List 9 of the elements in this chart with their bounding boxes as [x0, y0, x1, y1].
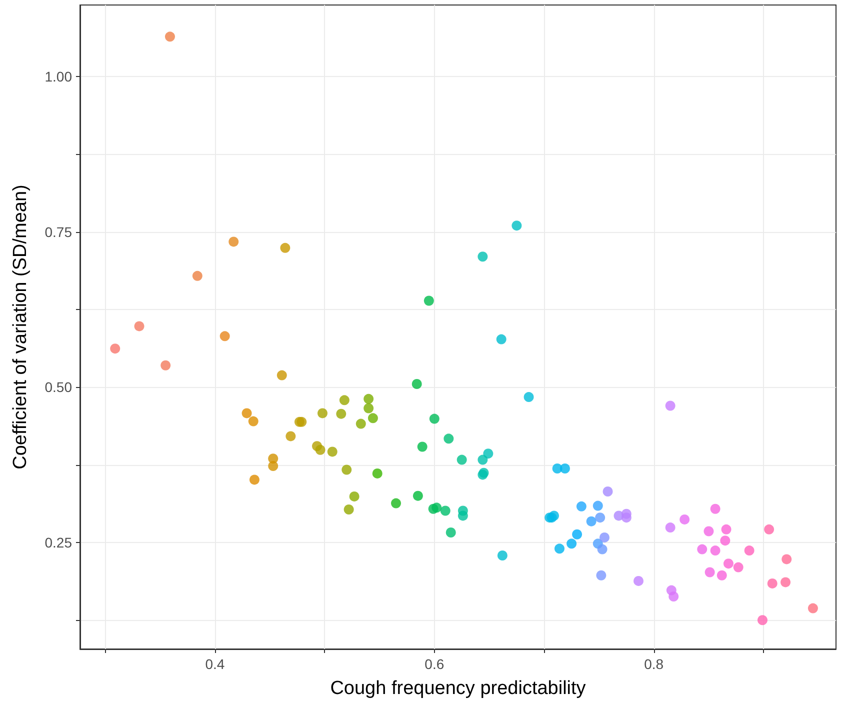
x-tick-label: 0.6	[424, 656, 444, 672]
x-tick-label: 0.4	[205, 656, 225, 672]
y-tick-label: 0.75	[44, 224, 72, 240]
y-tick-label: 1.00	[44, 68, 72, 84]
y-tick-label: 0.50	[44, 379, 72, 396]
x-axis-title: Cough frequency predictability	[330, 678, 586, 699]
y-axis-title: Coefficient of variation (SD/mean)	[10, 184, 31, 470]
x-tick-label: 0.8	[644, 656, 664, 672]
y-tick-label: 0.25	[44, 534, 72, 550]
